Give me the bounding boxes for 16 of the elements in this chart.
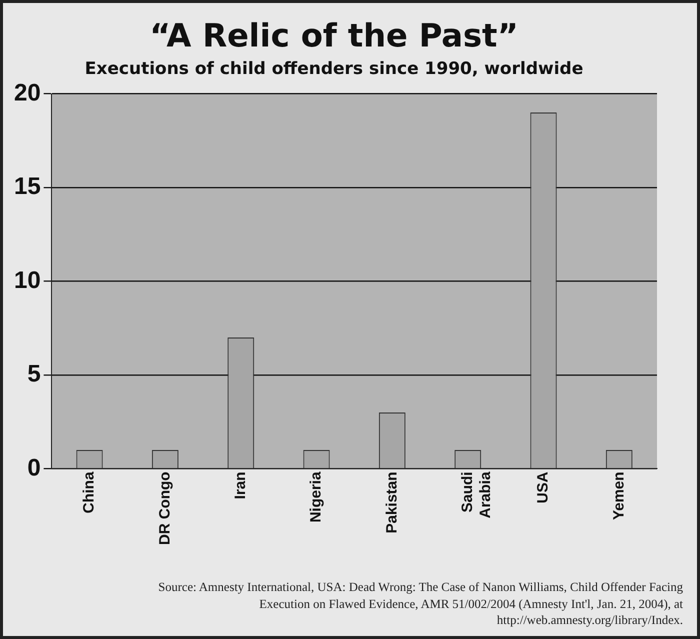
x-tick-label: Pakistan (383, 472, 400, 534)
y-tick-label: 15 (14, 173, 41, 200)
x-tick-label: China (80, 471, 98, 514)
x-tick-label: Saudi Arabia (458, 471, 494, 518)
chart-title: “A Relic of the Past” (150, 16, 518, 55)
x-tick-label: Iran (232, 472, 249, 500)
source-note: Source: Amnesty International, USA: Dead Wrong: The Case of Nanon Williams, Child Offender Facing Execution on Flawed Evidence, AMR 51/002/2004 (Amnesty Int'l, Jan. 21, 2004), at http://web.amnesty.org/library/Index. (157, 579, 683, 628)
chart-subtitle: Executions of child offenders since 1990, worldwide (84, 59, 584, 80)
y-tick-label: 0 (27, 454, 41, 482)
x-tick-label: DR Congo (156, 472, 174, 546)
x-tick-label: Yemen (610, 472, 628, 520)
x-tick-label: Nigeria (308, 471, 325, 523)
y-tick-label: 10 (14, 266, 41, 294)
x-tick-label: USA (534, 472, 552, 504)
y-tick-label: 20 (14, 79, 41, 106)
y-tick-label: 5 (27, 360, 41, 388)
